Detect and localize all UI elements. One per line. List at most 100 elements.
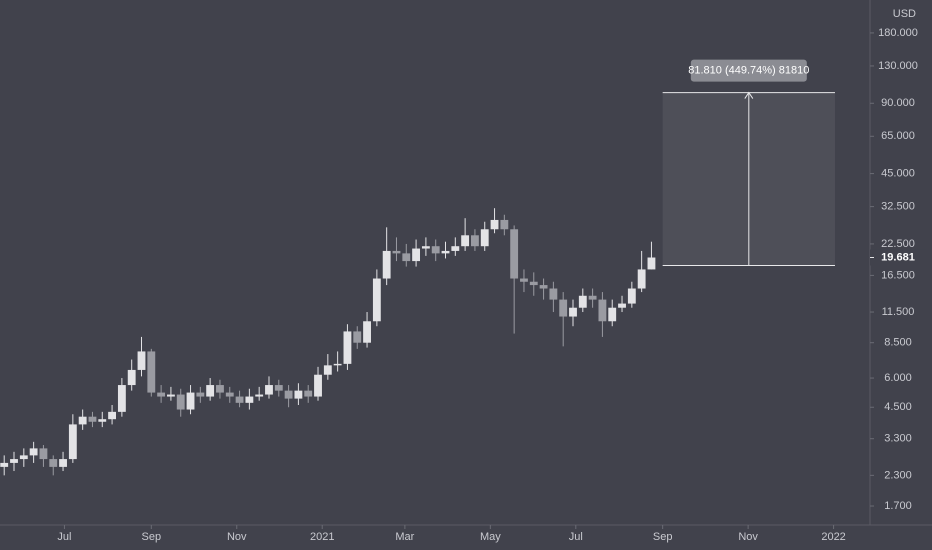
y-tick-label: 8.500 (884, 337, 912, 349)
candle-body (578, 295, 587, 308)
y-tick-label: 1.700 (884, 500, 912, 512)
candle-body (520, 278, 528, 282)
candle-body (186, 392, 195, 410)
candle-body (431, 246, 440, 254)
candle-body (608, 307, 617, 322)
candle-body (29, 448, 38, 456)
candle-body (363, 321, 371, 343)
candle-body (421, 246, 430, 249)
x-tick-label: Sep (142, 531, 162, 543)
candle-body (637, 269, 646, 289)
candle-body (402, 253, 411, 262)
candle-body (304, 390, 313, 397)
y-tick-label: 180.000 (878, 27, 918, 39)
x-tick-label: Sep (653, 531, 673, 543)
y-tick-label: 32.500 (881, 201, 915, 213)
x-tick-label: Mar (395, 531, 414, 543)
candle-body (225, 392, 234, 397)
candle-body (333, 363, 342, 366)
candle-body (49, 459, 58, 467)
candle-body (392, 250, 401, 254)
candle-body (529, 281, 538, 286)
x-tick-label: May (480, 531, 501, 543)
x-tick-label: Jul (57, 531, 71, 543)
candle-body (176, 394, 185, 410)
candle-body (19, 455, 28, 460)
candle-body (78, 416, 87, 425)
y-tick-label: 90.000 (881, 97, 915, 109)
candle-body (117, 385, 126, 412)
y-tick-label: 130.000 (878, 60, 918, 72)
candle-body (39, 448, 48, 460)
x-tick-label: 2021 (310, 531, 334, 543)
candle-body (353, 331, 362, 343)
candle-body (137, 351, 146, 370)
candle-body (157, 392, 166, 397)
candle-body (588, 295, 597, 300)
candle-body (549, 288, 558, 300)
candle-body (235, 396, 244, 403)
currency-label: USD (893, 8, 916, 20)
candle-body (206, 385, 215, 397)
candle-body (68, 424, 77, 460)
candle-body (618, 303, 626, 308)
candle-body (108, 411, 116, 420)
measure-arrowhead (744, 91, 754, 99)
y-tick-label: 16.500 (881, 269, 915, 281)
candle-body (245, 396, 254, 403)
x-tick-label: Nov (227, 531, 247, 543)
candle-body (10, 459, 18, 463)
candle-body (216, 385, 224, 393)
x-tick-label: 2022 (821, 531, 845, 543)
y-tick-label: 6.000 (884, 372, 912, 384)
last-price-box (870, 249, 926, 266)
x-tick-label: Jul (569, 531, 583, 543)
candle-body (441, 250, 450, 254)
candle-body (461, 235, 470, 247)
candle-body (480, 229, 489, 247)
y-tick-label: 2.300 (884, 469, 912, 481)
candle-body (88, 416, 97, 422)
measure-label-box (690, 59, 807, 82)
candle-body (343, 331, 352, 364)
candle-body (559, 299, 568, 317)
candle-body (451, 246, 460, 251)
candle-body (569, 307, 577, 317)
candle-body (274, 385, 283, 391)
candle-body (627, 288, 636, 304)
candle-body (323, 365, 332, 375)
y-tick-label: 45.000 (881, 168, 915, 180)
y-tick-label: 4.500 (884, 401, 912, 413)
candle-body (147, 351, 156, 393)
measure-label: 81.810 (449.74%) 81810 (688, 64, 809, 76)
candle-body (372, 278, 381, 322)
candle-body (598, 299, 607, 322)
candle-body (0, 462, 9, 467)
candle-body (166, 394, 175, 397)
candle-body (196, 392, 205, 397)
candle-body (539, 285, 548, 289)
last-price-label: 19.681 (881, 251, 915, 263)
y-tick-label: 65.000 (881, 130, 915, 142)
candle-body (412, 248, 421, 262)
candle-body (255, 394, 264, 397)
candle-body (647, 257, 656, 270)
x-tick-label: Nov (738, 531, 758, 543)
candle-body (500, 219, 509, 230)
y-tick-label: 22.500 (881, 238, 915, 250)
candle-body (284, 390, 293, 399)
y-tick-label: 11.500 (882, 306, 915, 318)
candle-body (98, 419, 107, 422)
candle-body (510, 229, 519, 279)
candle-body (59, 459, 67, 467)
candle-body (265, 385, 273, 395)
y-tick-label: 3.300 (884, 433, 912, 445)
candle-body (471, 235, 479, 247)
candle-body (490, 219, 499, 230)
candle-body (294, 390, 303, 399)
candle-body (127, 369, 136, 386)
candle-body (382, 250, 391, 279)
candle-body (314, 374, 322, 397)
